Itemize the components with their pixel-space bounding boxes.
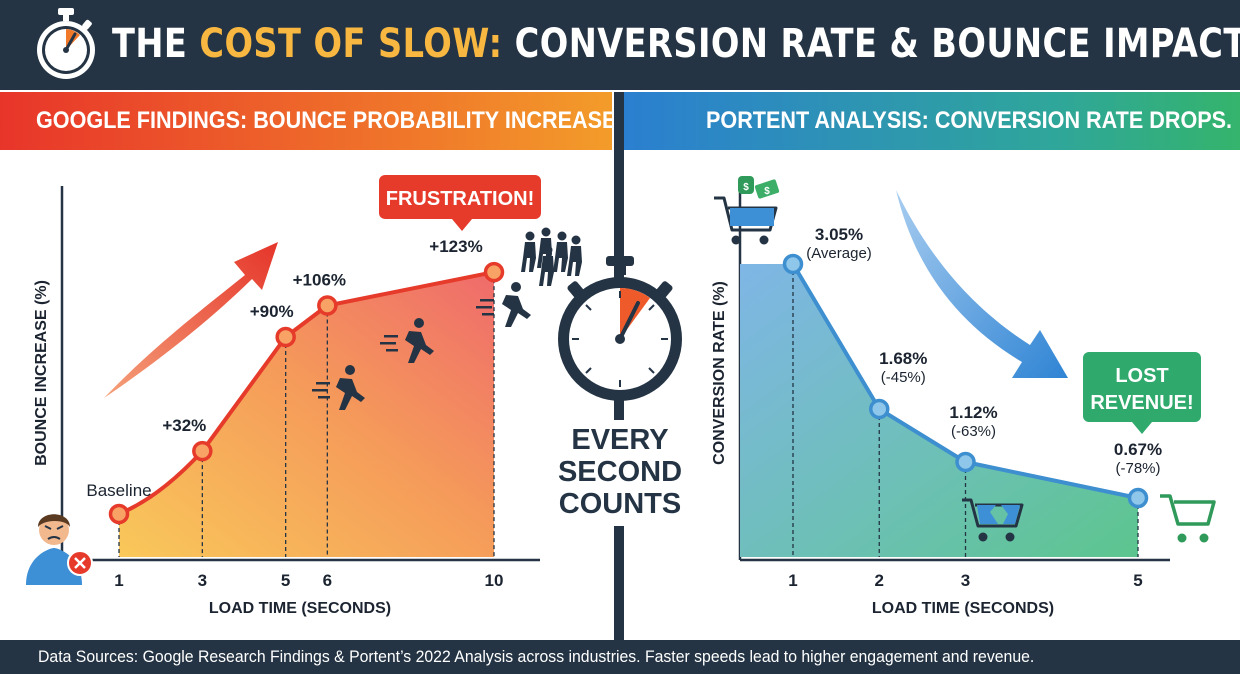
right-section-heading-band: PORTENT ANALYSIS: CONVERSION RATE DROPS. bbox=[624, 92, 1240, 150]
conversion-data-sublabel: (Average) bbox=[806, 245, 872, 262]
title-accent: COST OF SLOW: bbox=[199, 21, 503, 67]
slogan-line-2: SECOND bbox=[558, 456, 682, 488]
frustration-text: FRUSTRATION! bbox=[386, 188, 535, 210]
conversion-data-label: 1.68% bbox=[879, 349, 927, 368]
empty-cart-icon bbox=[1160, 494, 1216, 543]
header-bar: THE COST OF SLOW: CONVERSION RATE & BOUN… bbox=[0, 0, 1240, 90]
bounce-point bbox=[275, 326, 296, 348]
conversion-point bbox=[869, 398, 890, 420]
conversion-y-axis-label: CONVERSION RATE (%) bbox=[711, 281, 728, 465]
svg-text:$: $ bbox=[764, 186, 770, 197]
bounce-data-label: +90% bbox=[250, 302, 294, 321]
trend-up-arrow bbox=[104, 242, 278, 398]
slogan-line-1: EVERY bbox=[571, 424, 668, 456]
bounce-x-tick-label: 1 bbox=[114, 571, 123, 590]
conversion-point bbox=[782, 253, 804, 275]
conversion-data-label: 1.12% bbox=[949, 403, 997, 422]
leaving-user-icon bbox=[380, 318, 434, 363]
conversion-x-tick-label: 2 bbox=[875, 571, 884, 590]
slogan-line-3: COUNTS bbox=[559, 488, 681, 520]
bounce-x-tick-label: 10 bbox=[485, 571, 504, 590]
frustration-callout: FRUSTRATION! bbox=[379, 175, 541, 231]
bounce-data-label: Baseline bbox=[86, 481, 151, 500]
bounce-point bbox=[317, 295, 338, 316]
bounce-x-tick-label: 5 bbox=[281, 571, 290, 590]
conversion-data-label: 3.05% bbox=[815, 225, 863, 244]
leaving-user-icon bbox=[476, 282, 531, 327]
bounce-x-tick-label: 6 bbox=[323, 571, 332, 590]
conversion-data-label: 0.67% bbox=[1114, 440, 1162, 459]
page-title: THE COST OF SLOW: CONVERSION RATE & BOUN… bbox=[112, 21, 1240, 67]
bounce-data-label: +32% bbox=[162, 416, 206, 435]
trend-down-arrow bbox=[896, 190, 1068, 378]
center-stopwatch-icon bbox=[558, 256, 682, 401]
bounce-point bbox=[483, 261, 505, 283]
every-second-counts: EVERY SECOND COUNTS bbox=[558, 420, 682, 526]
conversion-x-tick-label: 5 bbox=[1133, 571, 1142, 590]
conversion-x-axis-label: LOAD TIME (SECONDS) bbox=[872, 600, 1054, 617]
left-section-heading: GOOGLE FINDINGS: BOUNCE PROBABILITY INCR… bbox=[36, 107, 637, 134]
conversion-series-line bbox=[791, 262, 1140, 500]
bounce-area-fill bbox=[119, 272, 494, 557]
broken-cart-icon bbox=[962, 498, 1024, 542]
conversion-data-sublabel: (-63%) bbox=[951, 423, 996, 440]
bounce-y-axis-label: BOUNCE INCREASE (%) bbox=[33, 280, 50, 466]
bounce-data-label: +106% bbox=[293, 271, 346, 290]
bounce-point bbox=[108, 503, 130, 525]
right-section-heading: PORTENT ANALYSIS: CONVERSION RATE DROPS. bbox=[706, 107, 1233, 134]
stopwatch-icon bbox=[37, 8, 95, 79]
bounce-x-axis-label: LOAD TIME (SECONDS) bbox=[209, 600, 391, 617]
data-sources-note: Data Sources: Google Research Findings &… bbox=[38, 647, 1035, 666]
conversion-area-fill bbox=[740, 264, 1138, 557]
svg-text:$: $ bbox=[743, 182, 749, 193]
crowd-leaving-icon bbox=[521, 227, 582, 286]
bounce-data-label: +123% bbox=[429, 237, 482, 256]
conversion-chart: 3.05%(Average) 1.68%(-45%) 1.12%(-63%) 0.67… bbox=[711, 176, 1216, 617]
conversion-point bbox=[955, 451, 976, 473]
conversion-data-sublabel: (-45%) bbox=[881, 369, 926, 386]
conversion-x-tick-label: 3 bbox=[961, 571, 970, 590]
lost-revenue-callout: LOST REVENUE! bbox=[1083, 352, 1201, 434]
angry-user-icon bbox=[26, 514, 93, 585]
cart-with-money-icon: $ $ bbox=[714, 176, 780, 245]
conversion-point bbox=[1127, 487, 1149, 509]
lost-revenue-line-1: LOST bbox=[1115, 365, 1168, 387]
footer-bar: Data Sources: Google Research Findings &… bbox=[0, 640, 1240, 674]
lost-revenue-line-2: REVENUE! bbox=[1090, 392, 1193, 414]
leaving-user-icon bbox=[312, 365, 365, 410]
conversion-x-tick-label: 1 bbox=[788, 571, 797, 590]
left-section-heading-band: GOOGLE FINDINGS: BOUNCE PROBABILITY INCR… bbox=[0, 92, 637, 150]
bounce-x-tick-label: 3 bbox=[198, 571, 207, 590]
conversion-data-sublabel: (-78%) bbox=[1115, 460, 1160, 477]
bounce-point bbox=[192, 440, 213, 462]
bounce-chart: Baseline +32% +90% +106% +123% 1 3 5 6 10 LOAD T… bbox=[26, 175, 582, 617]
